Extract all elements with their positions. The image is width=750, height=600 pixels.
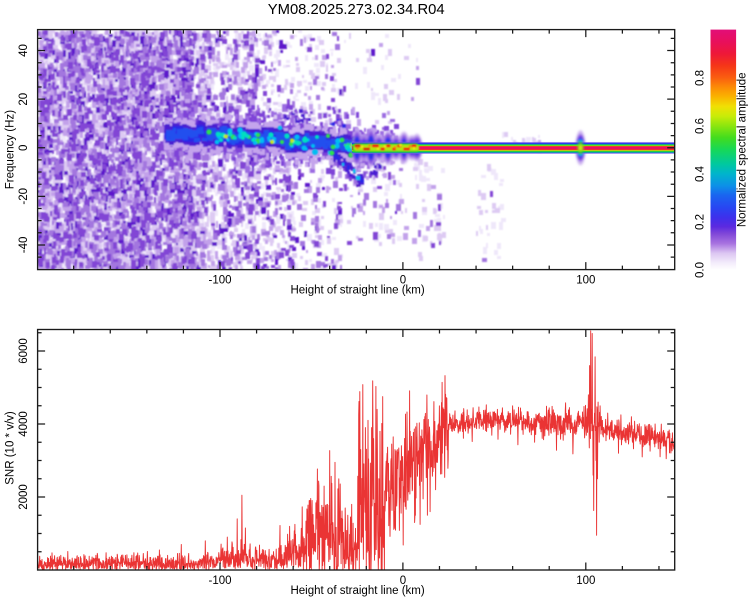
svg-text:0.4: 0.4 (695, 165, 707, 182)
svg-text:100: 100 (576, 575, 595, 587)
svg-text:-20: -20 (18, 188, 30, 205)
svg-text:0: 0 (18, 145, 30, 151)
svg-text:SNR (10 * v/v): SNR (10 * v/v) (5, 411, 17, 485)
svg-text:0.0: 0.0 (695, 262, 707, 278)
svg-text:Height of straight line (km): Height of straight line (km) (290, 585, 424, 597)
svg-text:0: 0 (400, 275, 406, 287)
svg-text:6000: 6000 (18, 338, 30, 364)
svg-text:Height of straight line (km): Height of straight line (km) (290, 285, 424, 297)
svg-text:YM08.2025.273.02.34.R04: YM08.2025.273.02.34.R04 (268, 2, 445, 18)
svg-text:20: 20 (18, 93, 30, 106)
svg-text:0.2: 0.2 (695, 214, 707, 230)
svg-text:0.6: 0.6 (695, 118, 707, 134)
svg-text:Frequency (Hz): Frequency (Hz) (5, 110, 17, 189)
svg-text:100: 100 (576, 275, 595, 287)
svg-text:40: 40 (18, 44, 30, 57)
svg-text:2000: 2000 (18, 484, 30, 510)
svg-text:Normalized spectral amplitude: Normalized spectral amplitude (737, 72, 749, 227)
svg-text:-100: -100 (208, 575, 231, 587)
svg-text:0: 0 (400, 575, 406, 587)
svg-text:-40: -40 (18, 237, 30, 254)
svg-text:4000: 4000 (18, 411, 30, 437)
svg-text:0.8: 0.8 (695, 70, 707, 86)
svg-text:-100: -100 (208, 275, 231, 287)
